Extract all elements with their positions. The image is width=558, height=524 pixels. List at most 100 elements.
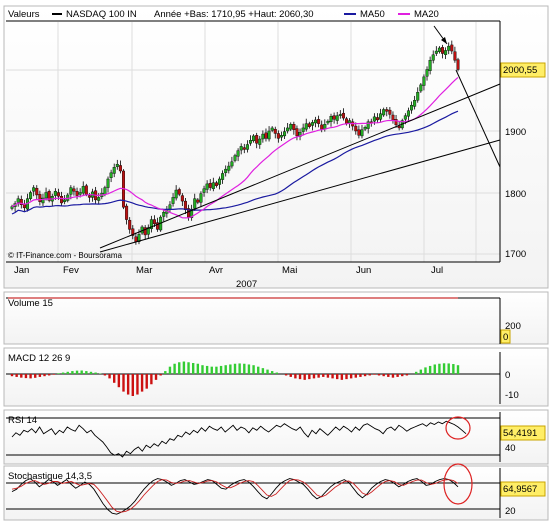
candle-body — [236, 150, 240, 157]
candle-body — [317, 119, 321, 124]
candle-body — [382, 109, 386, 116]
candle-body — [416, 92, 420, 101]
candle-body — [156, 222, 160, 230]
rsi-line — [11, 420, 467, 458]
volume-title: Volume 15 — [8, 298, 53, 309]
rsi-series-layer — [11, 420, 467, 458]
candle-body — [388, 109, 392, 115]
month-jun: Jun — [356, 265, 371, 276]
month-fev: Fev — [63, 265, 79, 276]
stoch-series-layer — [11, 478, 459, 515]
candle-body — [295, 128, 299, 137]
candle-body — [214, 182, 218, 186]
candle-body — [447, 45, 451, 51]
stoch-d-line — [11, 479, 459, 513]
rsi-value-text: 54,4191 — [503, 428, 537, 439]
candle-body — [174, 189, 178, 199]
candle-body — [227, 165, 231, 171]
stoch-k-line — [11, 478, 459, 515]
candle-body — [171, 197, 175, 204]
legend-ma50-label: MA50 — [360, 9, 385, 20]
candle-body — [391, 114, 395, 121]
candle-body — [372, 116, 376, 122]
candle-body — [335, 115, 339, 121]
candle-body — [431, 54, 435, 61]
candle-body — [248, 140, 252, 144]
candle-body — [242, 147, 246, 150]
candle-body — [177, 189, 181, 195]
candle-body — [413, 100, 417, 107]
candle-body — [53, 191, 57, 196]
price-panel — [3, 5, 549, 289]
candle-body — [19, 199, 23, 205]
volume-ytick-200: 200 — [505, 321, 521, 332]
candle-body — [218, 178, 222, 185]
stoch-ytick-20: 20 — [505, 506, 516, 517]
stoch-highlight-circle — [443, 463, 473, 505]
candle-body — [202, 188, 206, 193]
candle-body — [103, 187, 107, 195]
candle-body — [180, 195, 184, 202]
candle-body — [289, 124, 293, 130]
ma50-line — [11, 110, 459, 215]
candle-body — [397, 125, 401, 129]
candle-body — [35, 187, 39, 196]
candle-body — [125, 205, 129, 220]
candle-body — [190, 208, 194, 218]
candle-body — [112, 167, 116, 174]
candle-body — [441, 47, 445, 54]
month-mai: Mai — [282, 265, 297, 276]
candle-body — [450, 44, 454, 52]
candle-body — [434, 50, 438, 54]
candle-body — [78, 192, 82, 195]
candle-body — [385, 109, 389, 112]
candle-body — [406, 110, 410, 117]
candle-body — [233, 155, 237, 161]
candle-body — [314, 119, 318, 124]
price-series-layer — [10, 40, 460, 245]
candle-body — [221, 173, 225, 180]
macd-panel — [3, 347, 549, 407]
candle-body — [162, 211, 166, 217]
candle-body — [193, 198, 197, 209]
candle-body — [72, 188, 76, 192]
candle-body — [375, 117, 379, 121]
macd-ytick-0: 0 — [505, 370, 510, 381]
candle-body — [84, 185, 88, 195]
candle-body — [273, 128, 277, 134]
candle-body — [444, 50, 448, 55]
trendline-support-1 — [99, 83, 501, 249]
rsi-highlight-circle — [445, 416, 471, 440]
candle-body — [106, 178, 110, 188]
candle-body — [425, 69, 429, 77]
candle-body — [456, 59, 460, 70]
rsi-value-tag — [500, 425, 546, 441]
rsi-ytick-40: 40 — [505, 443, 516, 454]
month-avr: Avr — [209, 265, 223, 276]
candle-body — [301, 127, 305, 132]
stoch-value-text: 64,9567 — [503, 484, 537, 495]
candle-body — [63, 199, 67, 202]
volume-value-text: 0 — [503, 332, 508, 343]
candle-body — [29, 192, 33, 199]
candle-body — [428, 60, 432, 71]
candle-body — [329, 116, 333, 122]
month-labels: Jan Fev Mar Avr Mai Jun Jul — [14, 265, 443, 276]
candle-body — [137, 234, 141, 242]
candle-body — [320, 124, 324, 130]
candle-body — [87, 195, 91, 198]
candle-body — [109, 172, 113, 178]
current-price-tag — [500, 62, 546, 78]
candle-body — [230, 161, 234, 167]
macd-ytick-neg10: -10 — [505, 390, 519, 401]
trendline-drop — [455, 69, 501, 168]
price-gridlines — [6, 22, 500, 262]
candle-body — [69, 187, 73, 195]
current-price-text: 2000,55 — [503, 65, 537, 76]
ytick-1900: 1900 — [505, 127, 526, 138]
macd-title: MACD 12 26 9 — [8, 353, 70, 364]
candle-body — [115, 164, 119, 167]
candle-body — [261, 133, 265, 140]
candle-body — [16, 198, 20, 203]
candle-body — [307, 123, 311, 127]
